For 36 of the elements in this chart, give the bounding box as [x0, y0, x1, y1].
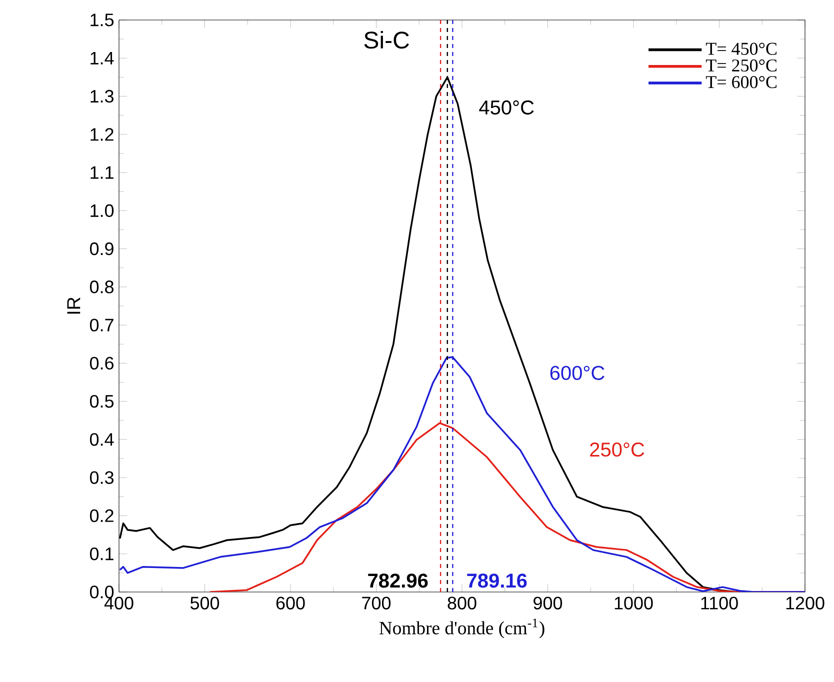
y-tick-label: 1.5	[90, 14, 114, 26]
y-axis-title: IR	[67, 298, 80, 314]
y-tick-label: 0.2	[90, 509, 114, 522]
x-tick-label: 1200	[786, 596, 824, 610]
y-tick-label: 0.1	[90, 547, 114, 560]
annotation: 250°C	[590, 442, 644, 457]
x-tick-label: 500	[190, 596, 220, 610]
x-tick-label: 1000	[614, 596, 653, 610]
x-tick-label: 400	[104, 596, 134, 610]
legend-label: T= 450°C	[706, 42, 777, 55]
y-tick-label: 1.2	[90, 128, 114, 141]
ref-line-label: 782.96	[368, 574, 428, 588]
y-tick-label: 0.9	[90, 242, 114, 256]
y-tick-label: 1.4	[90, 52, 114, 64]
y-tick-label: 0.4	[90, 433, 114, 446]
x-axis-title: Nombre d'onde (cm$^{-1}$)	[379, 618, 544, 638]
x-tick-label: 900	[534, 596, 562, 610]
x-tick-label: 1100	[701, 596, 738, 610]
y-tick-label: 1.1	[90, 166, 114, 179]
x-tick-label: 600	[276, 596, 305, 610]
chart-title: Si-C	[364, 30, 409, 49]
y-tick-label: 0.5	[90, 394, 114, 408]
legend-label: T= 250°C	[706, 59, 777, 72]
x-tick-label: 800	[448, 596, 476, 610]
annotation: 450°C	[479, 100, 534, 115]
y-tick-label: 1.3	[90, 90, 114, 103]
annotation: 600°C	[550, 366, 604, 380]
y-tick-label: 0.3	[90, 471, 114, 484]
y-tick-label: 0.0	[90, 586, 114, 598]
x-tick-label: 700	[362, 596, 391, 610]
y-tick-label: 1.0	[90, 204, 114, 218]
y-tick-label: 0.7	[90, 318, 114, 332]
y-tick-label: 0.8	[90, 280, 114, 294]
ref-line-label: 789.16	[467, 574, 527, 588]
legend-label: T= 600°C	[706, 76, 777, 88]
y-tick-label: 0.6	[90, 356, 114, 370]
